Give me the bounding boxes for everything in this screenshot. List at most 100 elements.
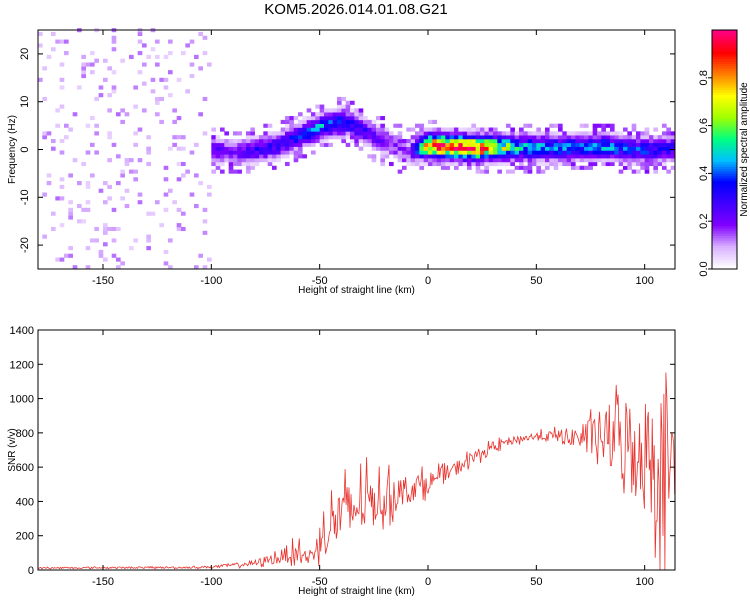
spectrogram-cell: [532, 138, 537, 144]
spectrogram-cell: [302, 123, 307, 128]
spectrogram-cell: [410, 146, 416, 151]
spectrogram-cell: [215, 150, 221, 155]
spectrogram-cell: [315, 138, 320, 144]
spectrogram-cell: [644, 146, 650, 151]
spectrogram-cell: [545, 158, 550, 163]
spectrogram-cell: [220, 154, 225, 159]
spectrogram-cell: [519, 135, 524, 140]
spectrogram-cell: [549, 150, 554, 155]
spectrogram-cell: [224, 131, 229, 136]
spectrogram-cell: [601, 150, 606, 155]
spectrogram-cell: [484, 146, 489, 151]
spectrogram-cell: [662, 146, 667, 151]
spectrogram-cell: [68, 253, 73, 258]
spectrogram-cell: [462, 138, 468, 144]
spectrogram-cell: [133, 131, 138, 136]
snr-background: [38, 330, 675, 570]
colorbar-band: [712, 173, 737, 177]
spectrogram-cell: [618, 154, 624, 159]
colorbar-band: [712, 166, 737, 170]
y-tick-label: 0: [19, 146, 31, 152]
spectrogram-cell: [627, 138, 632, 144]
spectrogram-cell: [436, 161, 442, 167]
y-tick-label: 10: [19, 96, 31, 108]
spectrogram-cell: [467, 158, 472, 163]
spectrogram-cell: [666, 127, 671, 132]
spectrogram-cell: [107, 226, 112, 232]
spectrogram-cell: [259, 158, 264, 163]
spectrogram-cell: [484, 131, 489, 136]
colorbar-band: [712, 101, 737, 105]
spectrogram-cell: [631, 135, 637, 140]
spectrogram-cell: [241, 154, 247, 159]
spectrogram-cell: [332, 116, 338, 121]
spectrogram-cell: [220, 150, 225, 155]
spectrogram-cell: [449, 150, 455, 155]
colorbar-band: [712, 216, 737, 220]
spectrogram-cell: [527, 161, 533, 167]
spectrogram-cell: [94, 123, 99, 128]
spectrogram-cell: [532, 161, 537, 167]
spectrogram-cell: [293, 131, 299, 136]
spectrogram-cell: [371, 127, 377, 132]
spectrogram-cell: [592, 138, 598, 144]
spectrogram-cell: [532, 142, 537, 147]
spectrogram-cell: [623, 142, 628, 147]
spectrogram-cell: [653, 154, 658, 159]
spectrogram-cell: [233, 142, 238, 147]
spectrogram-cell: [237, 146, 242, 151]
spectrogram-cell: [484, 158, 489, 163]
spectrogram-cell: [575, 165, 580, 170]
spectrogram-cell: [337, 135, 342, 140]
spectrogram-cell: [636, 161, 641, 167]
x-axis-label: Height of straight line (km): [298, 586, 415, 597]
colorbar-band: [712, 123, 737, 127]
spectrogram-cell: [527, 142, 533, 147]
spectrogram-cell: [341, 108, 346, 113]
spectrogram-cell: [306, 135, 312, 140]
spectrogram-cell: [354, 108, 359, 113]
spectrogram-cell: [458, 127, 463, 132]
colorbar-band: [712, 44, 737, 48]
spectrogram-cell: [601, 154, 606, 159]
spectrogram-cell: [345, 104, 351, 109]
spectrogram-cell: [42, 135, 47, 140]
spectrogram-cell: [259, 150, 264, 155]
spectrogram-cell: [614, 142, 619, 147]
spectrogram-cell: [85, 62, 91, 67]
spectrogram-cell: [510, 150, 515, 155]
spectrogram-cell: [280, 119, 286, 124]
spectrogram-cell: [588, 135, 593, 140]
colorbar-band: [712, 225, 737, 229]
spectrogram-cell: [120, 196, 125, 201]
spectrogram-cell: [267, 138, 273, 144]
spectrogram-cell: [137, 51, 143, 56]
spectrogram-cell: [363, 135, 368, 140]
spectrogram-cell: [129, 169, 134, 174]
spectrogram-cell: [510, 158, 515, 163]
spectrogram-cell: [510, 127, 515, 132]
spectrogram-cell: [432, 131, 437, 136]
spectrogram-cell: [506, 154, 511, 159]
spectrogram-cell: [640, 154, 645, 159]
colorbar-band: [712, 218, 737, 222]
spectrogram-cell: [285, 116, 290, 121]
spectrogram-cell: [354, 127, 359, 132]
spectrogram-cell: [540, 169, 546, 174]
spectrogram-cell: [341, 127, 346, 132]
spectrogram-cell: [636, 135, 641, 140]
spectrogram-cell: [445, 131, 450, 136]
spectrogram-cell: [519, 150, 524, 155]
colorbar-band: [712, 228, 737, 232]
spectrogram-cell: [445, 150, 450, 155]
spectrogram-cell: [103, 242, 108, 247]
spectrogram-cell: [111, 238, 117, 243]
spectrogram-cell: [501, 150, 507, 155]
spectrogram-cell: [458, 135, 463, 140]
spectrogram-cell: [432, 161, 437, 167]
spectrogram-cell: [588, 165, 593, 170]
spectrogram-cell: [354, 123, 359, 128]
spectrogram-cell: [662, 165, 667, 170]
spectrogram-cell: [120, 169, 125, 174]
spectrogram-cell: [324, 108, 329, 113]
